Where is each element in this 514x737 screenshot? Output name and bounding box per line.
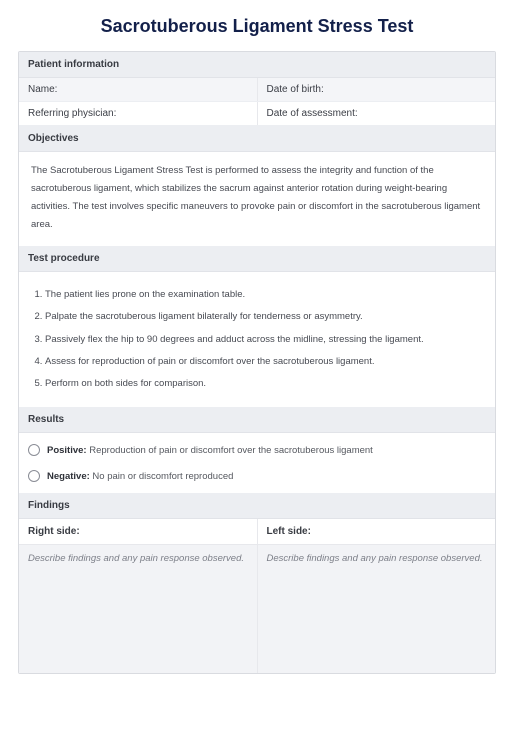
negative-label: Negative: — [47, 471, 90, 482]
name-field[interactable]: Name: — [19, 78, 258, 101]
positive-option[interactable]: Positive: Reproduction of pain or discom… — [19, 437, 495, 463]
dob-field[interactable]: Date of birth: — [258, 78, 496, 101]
positive-label: Positive: — [47, 445, 87, 456]
results-header: Results — [19, 407, 495, 433]
radio-icon — [28, 444, 40, 456]
left-side-label: Left side: — [258, 519, 496, 544]
findings-header: Findings — [19, 493, 495, 519]
form-panel: Patient information Name: Date of birth:… — [18, 51, 496, 674]
procedure-steps: The patient lies prone on the examinatio… — [19, 272, 495, 407]
left-side-input[interactable]: Describe findings and any pain response … — [258, 545, 496, 673]
right-side-input[interactable]: Describe findings and any pain response … — [19, 545, 258, 673]
findings-body: Describe findings and any pain response … — [19, 545, 495, 673]
patient-info-header: Patient information — [19, 52, 495, 78]
assessment-date-field[interactable]: Date of assessment: — [258, 102, 496, 125]
negative-option[interactable]: Negative: No pain or discomfort reproduc… — [19, 463, 495, 489]
right-side-label: Right side: — [19, 519, 258, 544]
radio-icon — [28, 470, 40, 482]
list-item: Perform on both sides for comparison. — [45, 373, 483, 395]
list-item: Palpate the sacrotuberous ligament bilat… — [45, 306, 483, 328]
list-item: The patient lies prone on the examinatio… — [45, 284, 483, 306]
positive-text: Reproduction of pain or discomfort over … — [87, 445, 373, 456]
findings-column-headers: Right side: Left side: — [19, 519, 495, 545]
list-item: Assess for reproduction of pain or disco… — [45, 351, 483, 373]
procedure-header: Test procedure — [19, 246, 495, 272]
list-item: Passively flex the hip to 90 degrees and… — [45, 329, 483, 351]
negative-text: No pain or discomfort reproduced — [90, 471, 234, 482]
patient-info-grid: Name: Date of birth: Referring physician… — [19, 78, 495, 126]
objectives-header: Objectives — [19, 126, 495, 152]
results-options: Positive: Reproduction of pain or discom… — [19, 433, 495, 493]
page-title: Sacrotuberous Ligament Stress Test — [18, 16, 496, 37]
physician-field[interactable]: Referring physician: — [19, 102, 258, 125]
objectives-text: The Sacrotuberous Ligament Stress Test i… — [19, 152, 495, 246]
